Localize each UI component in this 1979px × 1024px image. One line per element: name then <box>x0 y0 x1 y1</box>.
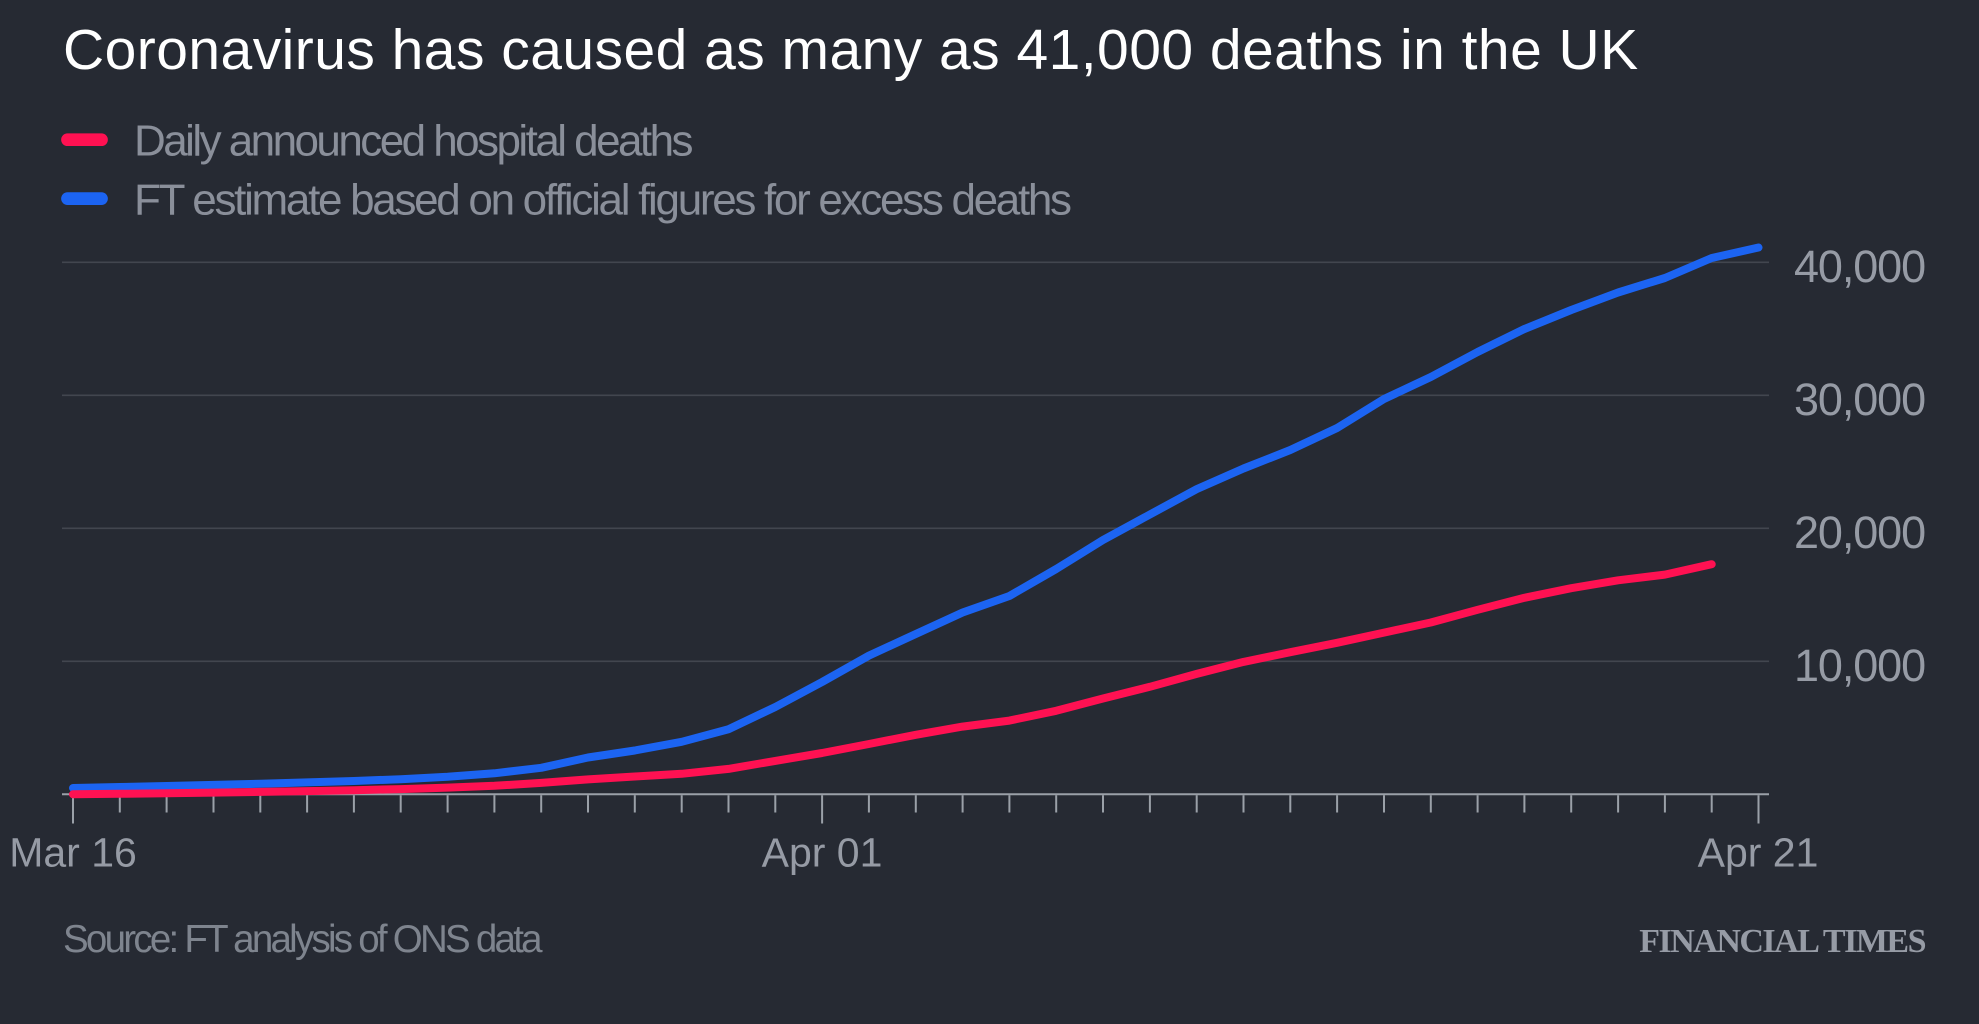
svg-text:10,000: 10,000 <box>1794 640 1925 691</box>
svg-text:FINANCIAL TIMES: FINANCIAL TIMES <box>1639 923 1925 960</box>
svg-text:Coronavirus has caused as many: Coronavirus has caused as many as 41,000… <box>63 18 1639 82</box>
svg-text:Daily announced hospital death: Daily announced hospital deaths <box>134 117 693 166</box>
svg-text:Source: FT analysis of ONS dat: Source: FT analysis of ONS data <box>63 918 543 961</box>
svg-text:FT estimate based on official: FT estimate based on official figures fo… <box>134 176 1071 225</box>
svg-text:30,000: 30,000 <box>1794 374 1925 425</box>
svg-text:Apr 21: Apr 21 <box>1698 830 1819 876</box>
svg-text:Apr 01: Apr 01 <box>762 830 883 876</box>
svg-text:40,000: 40,000 <box>1794 241 1925 292</box>
svg-text:Mar 16: Mar 16 <box>9 830 137 876</box>
svg-text:20,000: 20,000 <box>1794 507 1925 558</box>
